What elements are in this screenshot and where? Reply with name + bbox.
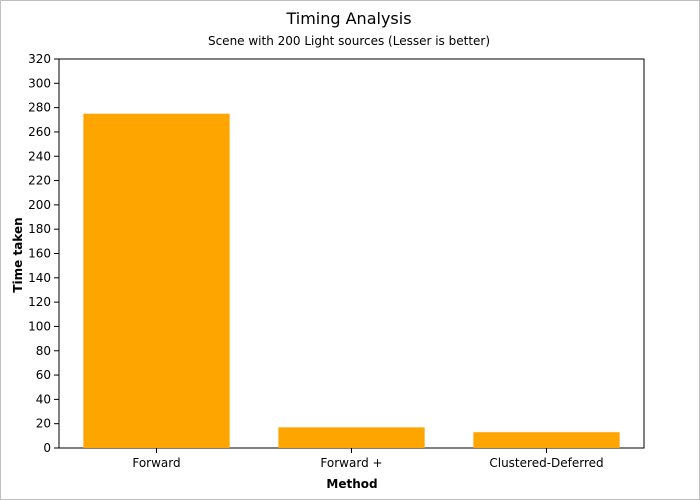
y-tick-label: 180 [28, 222, 51, 236]
y-tick-label: 60 [36, 368, 51, 382]
y-tick-label: 40 [36, 392, 51, 406]
chart-title: Timing Analysis [285, 9, 411, 28]
y-axis-label: Time taken [11, 217, 25, 292]
y-tick-label: 0 [43, 441, 51, 455]
y-tick-label: 160 [28, 247, 51, 261]
y-tick-label: 280 [28, 101, 51, 115]
y-tick-label: 320 [28, 52, 51, 66]
bar [83, 113, 230, 448]
bar [278, 427, 425, 448]
chart-subtitle: Scene with 200 Light sources (Lesser is … [208, 34, 490, 48]
y-tick-label: 260 [28, 125, 51, 139]
y-tick-label: 140 [28, 271, 51, 285]
bar [473, 432, 620, 448]
x-axis: Forward Forward + Clustered-Deferred [132, 448, 604, 470]
y-tick-label: 200 [28, 198, 51, 212]
y-tick-label: 120 [28, 295, 51, 309]
x-axis-label: Method [326, 477, 377, 491]
y-tick-label: 100 [28, 319, 51, 333]
y-tick-label: 20 [36, 417, 51, 431]
y-tick-label: 220 [28, 174, 51, 188]
x-tick-label: Clustered-Deferred [489, 456, 603, 470]
y-tick-label: 240 [28, 149, 51, 163]
y-tick-label: 80 [36, 344, 51, 358]
x-tick-label: Forward + [320, 456, 382, 470]
x-tick-label: Forward [132, 456, 180, 470]
y-axis: 0 20 40 60 80 100 120 140 160 180 200 220 240 260 280 3… [28, 52, 59, 455]
y-tick-label: 300 [28, 76, 51, 90]
bar-series [83, 113, 620, 448]
